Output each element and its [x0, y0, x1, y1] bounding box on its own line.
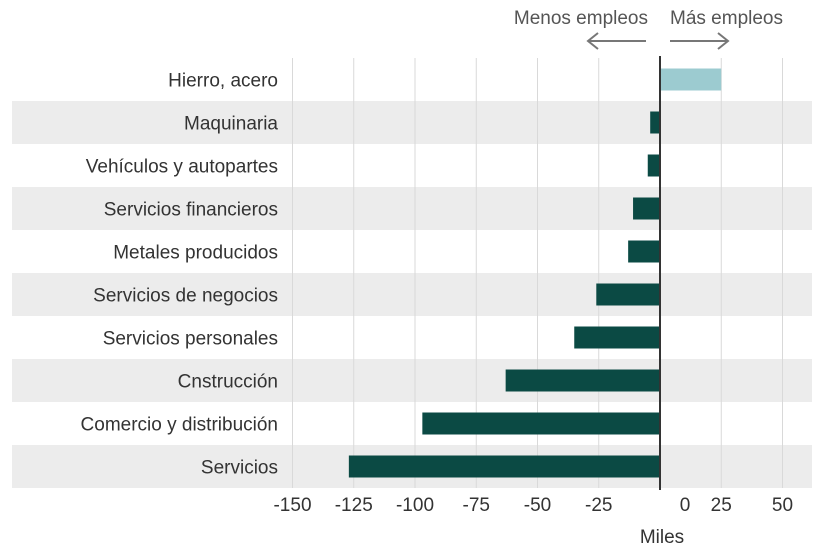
- bar: [633, 197, 660, 220]
- grid-lines: [292, 58, 783, 488]
- bar: [505, 369, 660, 392]
- category-label: Maquinaria: [184, 114, 278, 135]
- category-labels: Hierro, acero Maquinaria Vehículos y autop…: [81, 71, 279, 479]
- category-label: Comercio y distribución: [81, 415, 278, 436]
- category-label: Hierro, acero: [168, 71, 278, 92]
- right-arrow-icon: [670, 32, 730, 50]
- x-tick-label: -125: [335, 495, 373, 516]
- bar: [647, 154, 660, 177]
- row-band: [12, 359, 812, 402]
- bar: [660, 68, 722, 91]
- category-label: Servicios: [201, 458, 278, 479]
- tick-labels: -150 -125 -100 -75 -50 -25 0 25 50: [273, 495, 793, 516]
- direction-annotations: Menos empleos Más empleos: [514, 8, 783, 50]
- x-tick-label: -75: [463, 495, 490, 516]
- bar: [574, 326, 660, 349]
- row-band: [12, 273, 812, 316]
- left-arrow-icon: [586, 32, 646, 50]
- x-tick-label: -100: [396, 495, 434, 516]
- bar: [596, 283, 660, 306]
- x-tick-label: 0: [680, 495, 691, 516]
- more-jobs-label: Más empleos: [670, 8, 783, 29]
- bar: [422, 412, 660, 435]
- x-tick-label: -150: [273, 495, 311, 516]
- x-axis-title: Miles: [640, 527, 684, 548]
- category-label: Vehículos y autopartes: [86, 157, 278, 178]
- bar: [628, 240, 660, 263]
- category-label: Cnstrucción: [178, 372, 278, 393]
- row-band: [12, 101, 812, 144]
- x-tick-label: -25: [585, 495, 612, 516]
- bar: [348, 455, 660, 478]
- x-tick-label: 50: [772, 495, 793, 516]
- row-band: [12, 187, 812, 230]
- x-tick-label: 25: [711, 495, 732, 516]
- bar: [650, 111, 660, 134]
- category-label: Servicios de negocios: [93, 286, 278, 307]
- bars: [348, 68, 722, 478]
- x-tick-label: -50: [524, 495, 551, 516]
- category-label: Servicios personales: [103, 329, 278, 350]
- less-jobs-label: Menos empleos: [514, 8, 648, 29]
- category-label: Metales producidos: [113, 243, 278, 264]
- category-label: Servicios financieros: [104, 200, 278, 221]
